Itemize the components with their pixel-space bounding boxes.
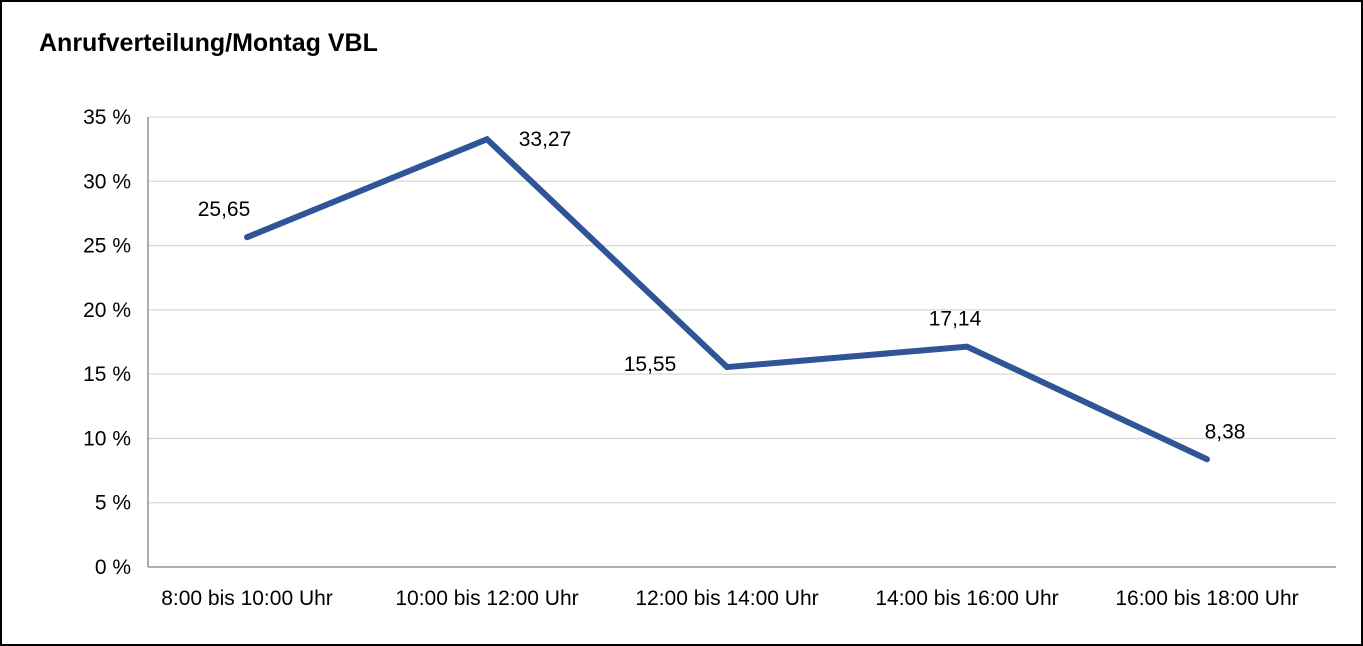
x-tick-label: 14:00 bis 16:00 Uhr (875, 587, 1058, 610)
x-tick-label: 10:00 bis 12:00 Uhr (395, 587, 578, 610)
point-label: 8,38 (1205, 420, 1246, 443)
y-tick-label: 10 % (83, 427, 131, 450)
point-label: 33,27 (519, 128, 572, 151)
chart-title: Anrufverteilung/Montag VBL (39, 29, 378, 57)
y-tick-label: 0 % (95, 556, 131, 579)
y-tick-label: 5 % (95, 492, 131, 515)
x-tick-label: 16:00 bis 18:00 Uhr (1115, 587, 1298, 610)
y-tick-label: 20 % (83, 299, 131, 322)
x-tick-label: 8:00 bis 10:00 Uhr (161, 587, 333, 610)
series-line (244, 135, 1210, 463)
point-label: 17,14 (929, 308, 982, 331)
y-tick-label: 35 % (83, 106, 131, 129)
y-tick-label: 30 % (83, 170, 131, 193)
point-label: 15,55 (624, 353, 677, 376)
y-tick-label: 15 % (83, 363, 131, 386)
y-tick-label: 25 % (83, 235, 131, 258)
point-label: 25,65 (198, 198, 251, 221)
x-tick-label: 12:00 bis 14:00 Uhr (635, 587, 818, 610)
